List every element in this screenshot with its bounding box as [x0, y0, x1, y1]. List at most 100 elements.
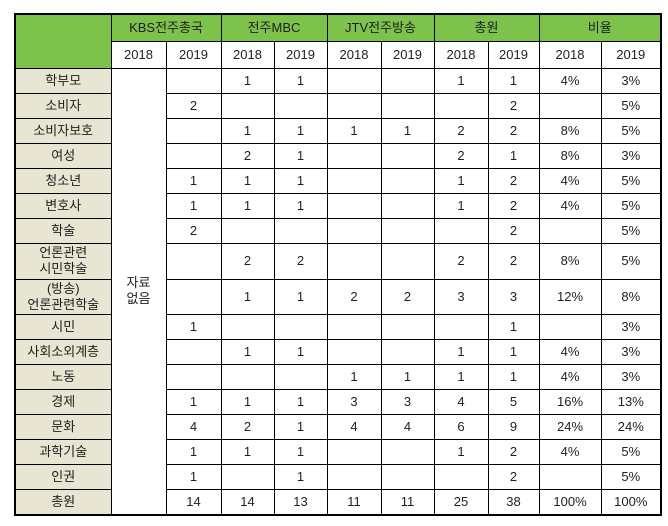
data-cell: 2 [487, 464, 540, 490]
data-cell [326, 193, 382, 219]
group-header-row: KBS전주총국 전주MBC JTV전주방송 총원 비율 [14, 13, 662, 69]
committee-composition-table: KBS전주총국 전주MBC JTV전주방송 총원 비율 2018 2019 20… [14, 13, 662, 516]
data-cell: 2 [165, 218, 222, 244]
data-cell: 5% [600, 439, 662, 465]
data-cell [380, 218, 435, 244]
data-cell: 1 [433, 68, 489, 94]
data-cell: 1 [433, 339, 489, 365]
data-cell: 100% [600, 489, 662, 515]
row-label: 노동 [14, 364, 112, 390]
data-cell: 3 [380, 389, 435, 415]
data-cell: 2 [487, 218, 540, 244]
data-cell [220, 218, 275, 244]
data-cell: 2 [326, 278, 382, 315]
data-cell: 25 [433, 489, 489, 515]
data-cell: 8% [600, 278, 662, 315]
data-cell: 1 [273, 414, 328, 440]
year-cell: 2018 [326, 41, 382, 69]
data-cell [326, 464, 382, 490]
data-cell: 3 [487, 278, 540, 315]
data-cell [380, 464, 435, 490]
data-cell [326, 143, 382, 169]
year-cell: 2018 [433, 41, 489, 69]
data-cell: 2 [220, 243, 275, 280]
data-cell: 5% [600, 243, 662, 280]
row-label: 언론관련 시민학술 [14, 243, 112, 280]
data-cell: 1 [165, 464, 222, 490]
data-cell: 5% [600, 193, 662, 219]
data-cell: 8% [538, 243, 602, 280]
data-cell: 16% [538, 389, 602, 415]
data-cell: 5% [600, 118, 662, 144]
data-cell: 4 [433, 389, 489, 415]
year-cell: 2018 [538, 41, 602, 69]
row-label: 시민 [14, 314, 112, 340]
year-cell: 2019 [600, 41, 662, 69]
row-label: 과학기술 [14, 439, 112, 465]
table-row: 시민 1 1 3% [14, 314, 662, 340]
data-cell [380, 193, 435, 219]
data-cell [380, 314, 435, 340]
data-cell: 2 [487, 118, 540, 144]
data-cell: 2 [220, 143, 275, 169]
data-cell: 1 [220, 168, 275, 194]
data-cell [165, 278, 222, 315]
year-header-row: 2018 2019 2018 2019 2018 2019 2018 2019 … [15, 41, 662, 69]
data-cell [326, 339, 382, 365]
data-cell [380, 143, 435, 169]
data-cell: 1 [220, 389, 275, 415]
data-cell: 4% [538, 364, 602, 390]
data-cell: 1 [487, 143, 540, 169]
data-cell: 1 [220, 193, 275, 219]
data-cell [380, 439, 435, 465]
row-label: 소비자 [14, 93, 112, 119]
row-label: 경제 [14, 389, 112, 415]
row-label: 변호사 [14, 193, 112, 219]
table-row: 학부모 자료 없음 1 1 1 1 4% 3% [14, 68, 662, 515]
no-data-merged-cell: 자료 없음 [110, 68, 167, 515]
data-cell: 1 [273, 68, 328, 94]
data-cell: 1 [273, 278, 328, 315]
data-cell [165, 118, 222, 144]
table-row: 변호사 1 1 1 1 2 4% 5% [14, 193, 662, 219]
data-cell [538, 464, 602, 490]
table-row: 사회소외계층 1 1 1 1 4% 3% [14, 339, 662, 365]
group-header-jtv: JTV전주방송 [326, 13, 435, 42]
table-row: 소비자 2 2 5% [14, 93, 662, 119]
data-cell [220, 464, 275, 490]
data-cell [165, 243, 222, 280]
data-cell: 2 [165, 93, 222, 119]
data-cell: 11 [380, 489, 435, 515]
data-cell: 1 [273, 339, 328, 365]
data-cell [380, 339, 435, 365]
year-cell: 2019 [273, 41, 328, 69]
table-row: 인권 1 1 2 5% [14, 464, 662, 490]
data-cell: 4% [538, 68, 602, 94]
data-cell: 2 [433, 243, 489, 280]
group-header-total: 총원 [433, 13, 540, 42]
data-cell [165, 143, 222, 169]
data-cell: 1 [220, 118, 275, 144]
data-cell [220, 314, 275, 340]
data-cell: 1 [433, 439, 489, 465]
data-cell: 6 [433, 414, 489, 440]
data-cell [433, 218, 489, 244]
data-cell: 3% [600, 339, 662, 365]
year-cell: 2019 [487, 41, 540, 69]
data-cell: 2 [273, 243, 328, 280]
data-cell: 1 [165, 193, 222, 219]
data-cell: 24% [600, 414, 662, 440]
data-cell: 1 [165, 389, 222, 415]
row-label: 총원 [14, 489, 112, 515]
data-cell [380, 168, 435, 194]
data-cell [326, 439, 382, 465]
data-cell [326, 168, 382, 194]
data-cell: 2 [487, 439, 540, 465]
row-label: 소비자보호 [14, 118, 112, 144]
data-cell [380, 68, 435, 94]
data-cell: 1 [433, 364, 489, 390]
data-cell: 1 [273, 439, 328, 465]
year-cell: 2018 [220, 41, 275, 69]
data-cell: 1 [273, 193, 328, 219]
data-cell [273, 314, 328, 340]
